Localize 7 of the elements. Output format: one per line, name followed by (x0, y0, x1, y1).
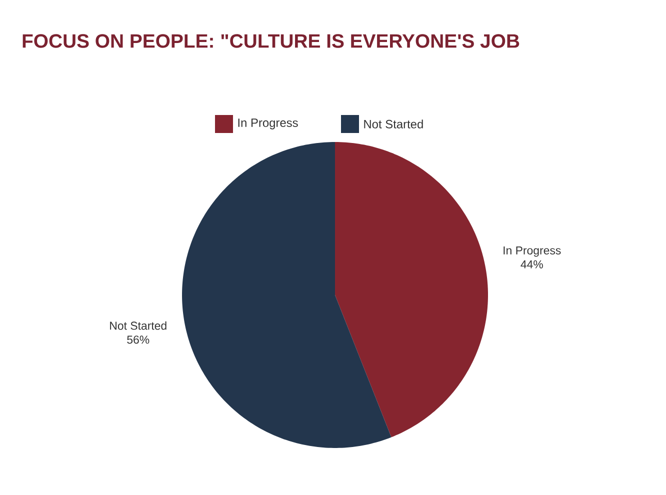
data-label: 44% (520, 260, 543, 268)
data-label: 56% (127, 336, 150, 344)
legend-label: Not Started (364, 120, 423, 128)
legend-label: In Progress (238, 118, 298, 130)
slice-label: In Progress (504, 246, 561, 257)
chart-title: FOCUS ON PEOPLE: "CULTURE IS EVERYONE'S JOB (22, 34, 520, 48)
slice-label: Not Started (110, 321, 166, 330)
